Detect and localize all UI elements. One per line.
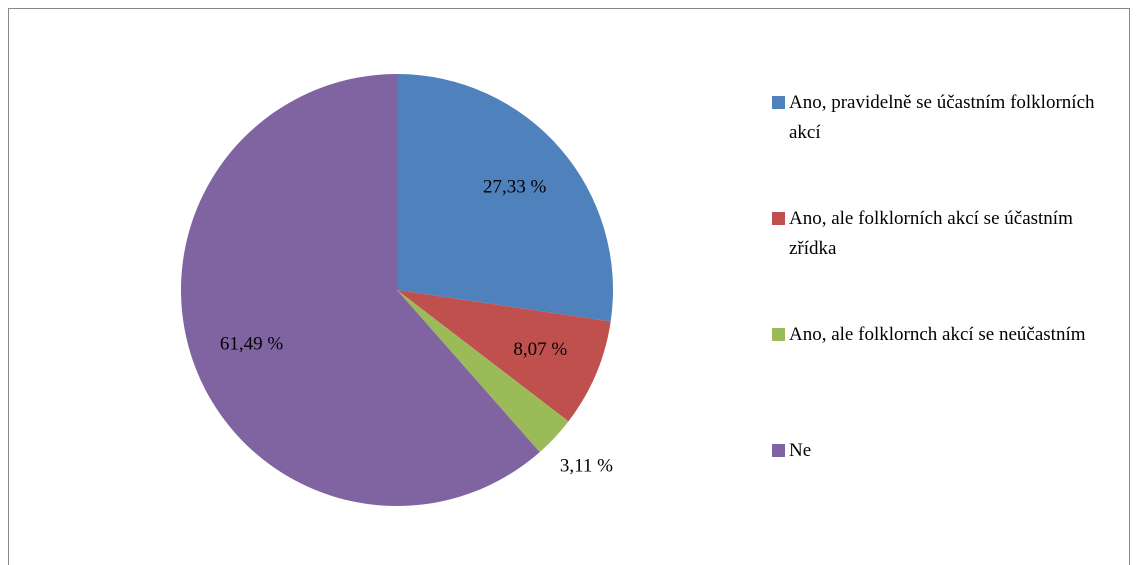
data-label: 61,49 %: [220, 333, 284, 354]
pie-slice: [397, 74, 614, 322]
data-label: 3,11 %: [560, 455, 613, 476]
legend-label: Ano, pravidelně se účastním folklorních …: [789, 92, 1095, 143]
legend-item: Ano, pravidelně se účastním folklorních …: [772, 88, 1122, 204]
pie-slice: [181, 74, 540, 506]
legend: Ano, pravidelně se účastním folklorních …: [772, 88, 1122, 552]
legend-label: Ano, ale folklorních akcí se účastním zř…: [789, 208, 1073, 259]
legend-swatch: [772, 96, 785, 109]
data-label: 27,33 %: [483, 177, 547, 198]
legend-label: Ano, ale folklornch akcí se neúčastním: [789, 324, 1086, 345]
border: [8, 8, 1130, 565]
legend-item: Ano, ale folklornch akcí se neúčastním: [772, 320, 1122, 436]
data-label: 8,07 %: [513, 339, 567, 360]
legend-swatch: [772, 444, 785, 457]
pie-slice: [397, 290, 569, 453]
legend-swatch: [772, 328, 785, 341]
legend-swatch: [772, 212, 785, 225]
legend-label: Ne: [789, 440, 812, 461]
legend-item: Ne: [772, 436, 1122, 552]
legend-item: Ano, ale folklorních akcí se účastním zř…: [772, 204, 1122, 320]
pie-slice: [397, 290, 611, 422]
